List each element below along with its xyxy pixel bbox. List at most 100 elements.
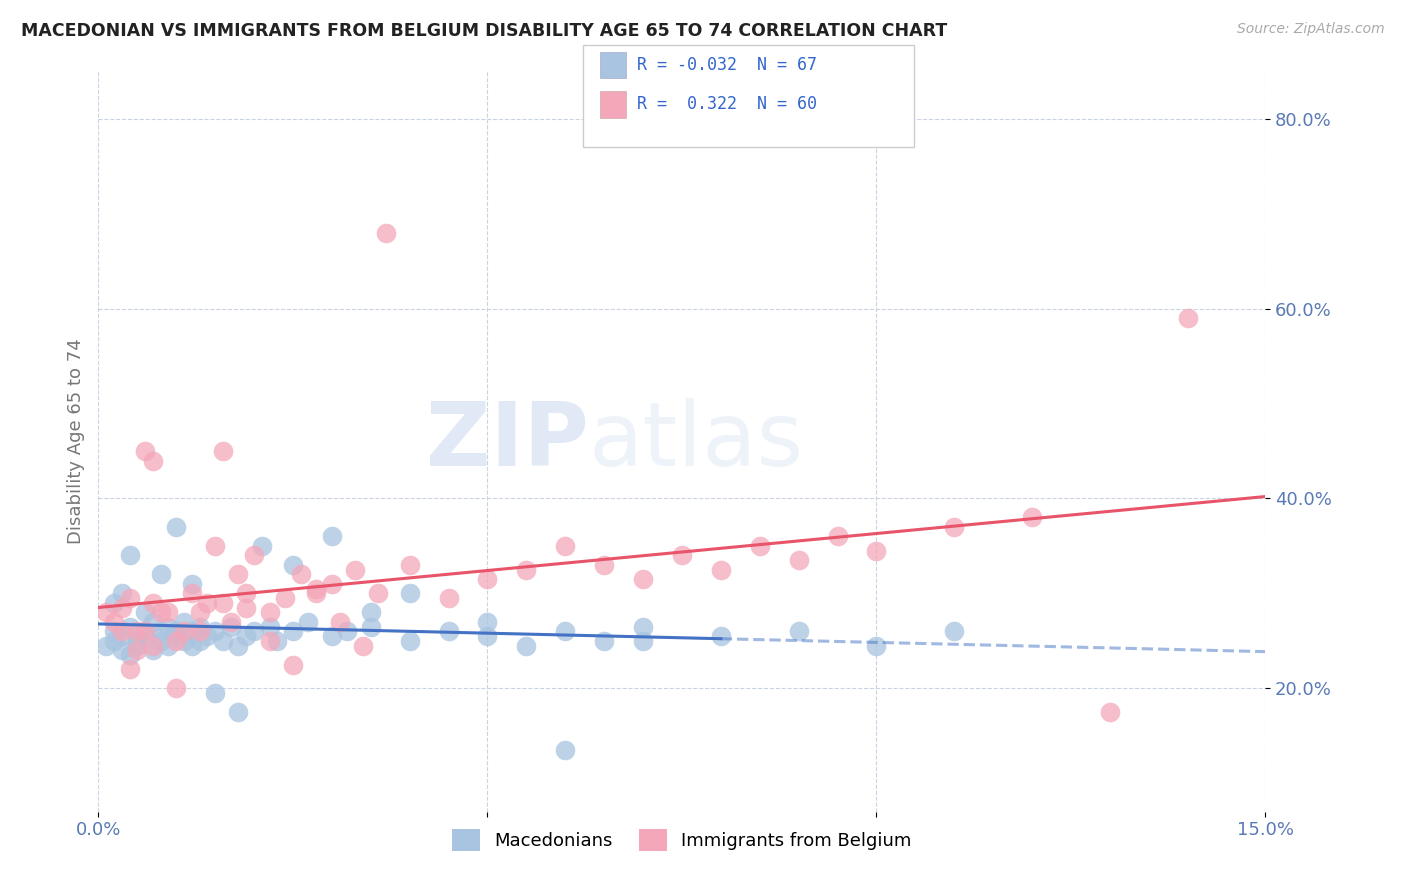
Point: [127, 624, 149, 639]
Point: [195, 629, 218, 643]
Point: [235, 629, 257, 643]
Point: [188, 624, 211, 639]
Point: [127, 643, 149, 657]
Point: [142, 615, 165, 629]
Point: [281, 624, 304, 639]
Point: [710, 629, 733, 643]
Point: [157, 639, 180, 653]
Point: [329, 615, 352, 629]
Point: [243, 624, 266, 639]
Point: [375, 226, 398, 240]
Point: [149, 567, 172, 582]
Point: [188, 606, 211, 620]
Point: [212, 444, 235, 458]
Point: [134, 624, 156, 639]
Point: [149, 624, 172, 639]
Point: [118, 591, 141, 606]
Point: [554, 743, 576, 757]
Point: [165, 633, 187, 648]
Point: [142, 596, 165, 610]
Point: [134, 629, 156, 643]
Point: [204, 686, 226, 700]
Point: [336, 624, 359, 639]
Point: [235, 586, 257, 600]
Point: [243, 549, 266, 563]
Point: [204, 539, 226, 553]
Point: [103, 624, 125, 639]
Point: [157, 606, 180, 620]
Point: [398, 586, 420, 600]
Point: [103, 596, 125, 610]
Point: [173, 615, 195, 629]
Point: [477, 629, 499, 643]
Point: [593, 558, 616, 572]
Point: [554, 539, 576, 553]
Point: [943, 520, 966, 534]
Point: [149, 633, 172, 648]
Point: [437, 591, 460, 606]
Y-axis label: Disability Age 65 to 74: Disability Age 65 to 74: [66, 339, 84, 544]
Point: [127, 633, 149, 648]
Point: [787, 553, 810, 567]
Point: [118, 662, 141, 676]
Point: [142, 453, 165, 467]
Point: [671, 549, 693, 563]
Legend: Macedonians, Immigrants from Belgium: Macedonians, Immigrants from Belgium: [446, 822, 918, 858]
Point: [360, 620, 382, 634]
Text: ZIP: ZIP: [426, 398, 589, 485]
Point: [321, 577, 343, 591]
Text: atlas: atlas: [589, 398, 804, 485]
Point: [827, 529, 849, 543]
Point: [259, 606, 281, 620]
Point: [477, 615, 499, 629]
Point: [212, 633, 235, 648]
Point: [515, 563, 537, 577]
Point: [134, 444, 156, 458]
Point: [321, 629, 343, 643]
Point: [235, 600, 257, 615]
Point: [1098, 705, 1121, 719]
Point: [228, 705, 250, 719]
Point: [321, 529, 343, 543]
Point: [165, 520, 187, 534]
Point: [111, 629, 134, 643]
Point: [173, 624, 195, 639]
Point: [305, 582, 328, 596]
Point: [259, 633, 281, 648]
Point: [134, 606, 156, 620]
Point: [437, 624, 460, 639]
Point: [266, 633, 288, 648]
Text: MACEDONIAN VS IMMIGRANTS FROM BELGIUM DISABILITY AGE 65 TO 74 CORRELATION CHART: MACEDONIAN VS IMMIGRANTS FROM BELGIUM DI…: [21, 22, 948, 40]
Point: [281, 657, 304, 672]
Point: [344, 563, 367, 577]
Point: [188, 620, 211, 634]
Point: [157, 620, 180, 634]
Point: [118, 620, 141, 634]
Point: [173, 633, 195, 648]
Point: [631, 572, 654, 586]
Point: [228, 639, 250, 653]
Point: [748, 539, 770, 553]
Point: [631, 633, 654, 648]
Point: [250, 539, 273, 553]
Point: [281, 558, 304, 572]
Point: [593, 633, 616, 648]
Point: [180, 577, 202, 591]
Text: R = -0.032  N = 67: R = -0.032 N = 67: [637, 56, 817, 74]
Point: [274, 591, 297, 606]
Point: [142, 639, 165, 653]
Point: [204, 624, 226, 639]
Point: [631, 620, 654, 634]
Point: [710, 563, 733, 577]
Point: [111, 600, 134, 615]
Point: [212, 596, 235, 610]
Point: [180, 624, 202, 639]
Point: [360, 606, 382, 620]
Point: [96, 639, 118, 653]
Point: [111, 624, 134, 639]
Point: [477, 572, 499, 586]
Point: [943, 624, 966, 639]
Point: [96, 606, 118, 620]
Point: [865, 543, 887, 558]
Point: [1021, 510, 1043, 524]
